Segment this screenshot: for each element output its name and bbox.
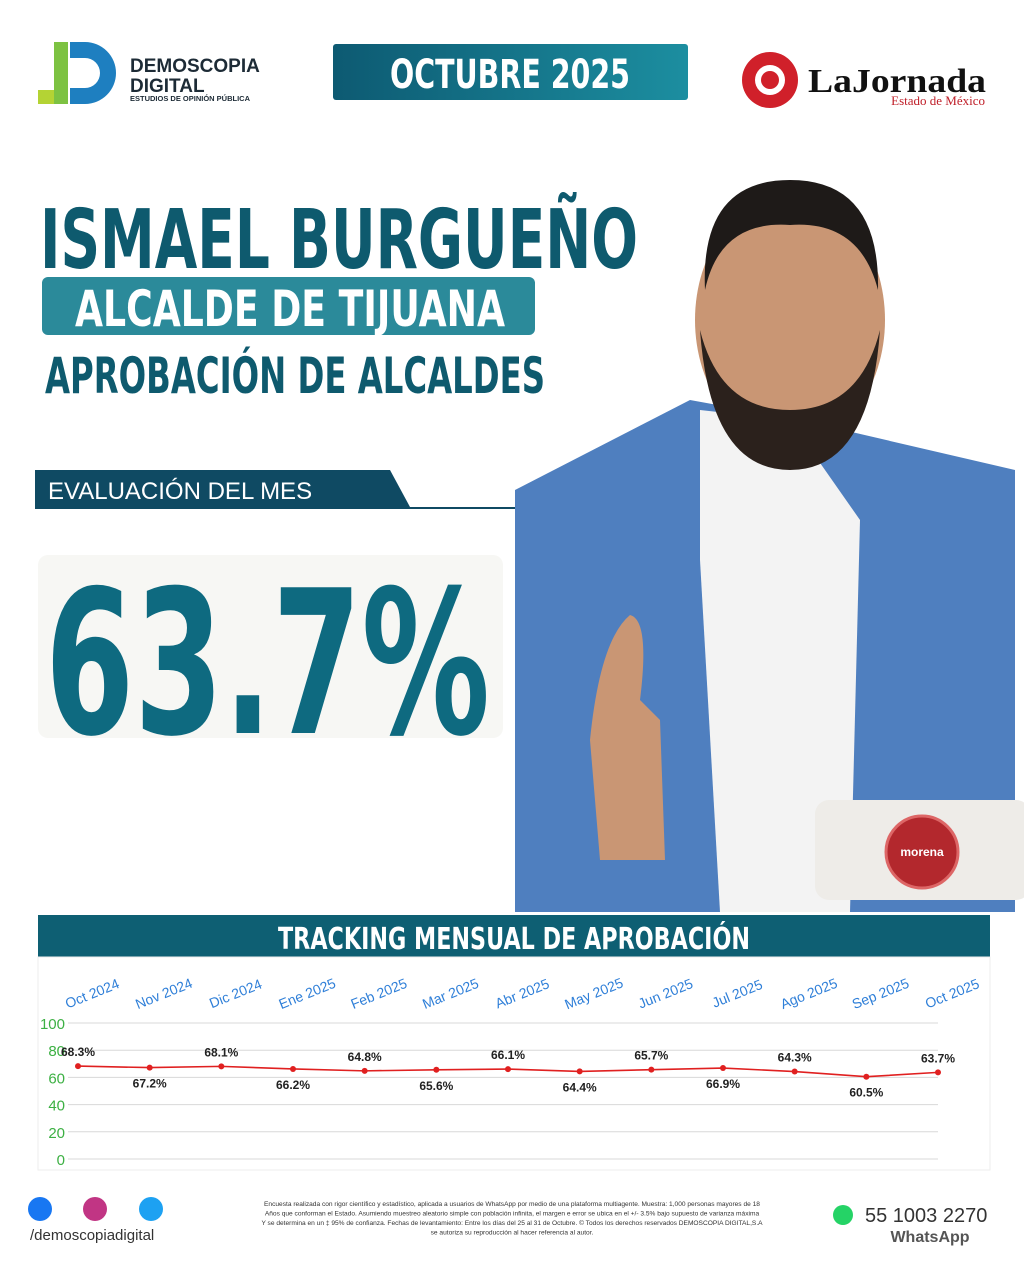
- party-logo: [884, 814, 960, 890]
- point: [935, 1069, 941, 1076]
- y-tick-label: 80: [48, 1043, 65, 1060]
- value-label: 65.6%: [419, 1079, 453, 1093]
- eval-box: [38, 555, 503, 738]
- disclaimer: Encuesta realizada con rigor científico …: [261, 1201, 763, 1237]
- eval-label-box: [35, 470, 410, 507]
- y-tick-label: 40: [48, 1098, 65, 1115]
- eval-label: EVALUACIÓN DEL MES: [48, 478, 312, 505]
- value-label: 65.7%: [634, 1049, 668, 1063]
- point: [218, 1063, 225, 1070]
- value-label: 63.7%: [921, 1051, 955, 1065]
- value-label: 60.5%: [849, 1086, 883, 1100]
- y-tick-label: 20: [48, 1125, 65, 1142]
- edition: Estado de México: [891, 93, 985, 108]
- point: [863, 1073, 870, 1080]
- value-label: 66.1%: [491, 1048, 525, 1062]
- portrait: [515, 180, 1015, 912]
- chart-area: [37, 956, 991, 1171]
- topic: APROBACIÓN DE ALCALDES: [45, 346, 545, 405]
- value-label: 67.2%: [133, 1077, 167, 1091]
- date: OCTUBRE 2025: [390, 52, 630, 98]
- role: ALCALDE DE TIJUANA: [75, 280, 505, 338]
- logo: [38, 42, 116, 104]
- value-label: 68.3%: [61, 1045, 95, 1059]
- point: [576, 1068, 583, 1075]
- y-tick-label: 60: [48, 1070, 65, 1087]
- value-label: 64.8%: [348, 1050, 382, 1064]
- y-tick-label: 100: [40, 1016, 65, 1033]
- disclaimer-line: Encuesta realizada con rigor científico …: [264, 1201, 760, 1208]
- point: [720, 1065, 726, 1072]
- whatsapp: WhatsApp: [890, 1229, 969, 1246]
- value-label: 66.9%: [706, 1077, 740, 1091]
- disclaimer-line: Años que conforman el Estado. Asumiendo …: [265, 1211, 760, 1218]
- y-tick-label: 0: [57, 1152, 65, 1169]
- chart-title: TRACKING MENSUAL DE APROBACIÓN: [278, 920, 750, 957]
- handle: /demoscopiadigital: [30, 1227, 154, 1244]
- date-box: [333, 44, 688, 100]
- value-label: 68.1%: [204, 1045, 238, 1059]
- point: [75, 1063, 81, 1070]
- whatsapp-icon: [833, 1205, 853, 1225]
- point: [361, 1067, 368, 1074]
- tagline: ESTUDIOS DE OPINIÓN PÚBLICA: [130, 94, 251, 103]
- phone: 55 1003 2270: [865, 1205, 987, 1227]
- value-label: 64.4%: [563, 1080, 597, 1094]
- brand: DEMOSCOPIA: [130, 56, 260, 77]
- chart-title-bar: [38, 915, 990, 957]
- disclaimer-line: Y se determina en un ‡ 95% de confianza.…: [261, 1219, 763, 1227]
- social-icons: [28, 1197, 163, 1221]
- point: [290, 1065, 296, 1072]
- role-box: [42, 277, 535, 335]
- brand-sub: DIGITAL: [130, 76, 205, 97]
- eval-value: 63.7%: [45, 548, 490, 781]
- point: [505, 1066, 511, 1073]
- point: [146, 1064, 153, 1071]
- disclaimer-line: se autoriza su reproducción al hacer ref…: [431, 1230, 594, 1237]
- value-label: 64.3%: [778, 1051, 812, 1065]
- party: morena: [900, 845, 944, 859]
- name: ISMAEL BURGUEÑO: [40, 191, 638, 288]
- point: [433, 1066, 440, 1073]
- value-label: 66.2%: [276, 1078, 310, 1092]
- newspaper-logo: [742, 52, 798, 108]
- point: [791, 1068, 798, 1075]
- newspaper: LaJornada: [808, 63, 986, 100]
- point: [648, 1066, 655, 1073]
